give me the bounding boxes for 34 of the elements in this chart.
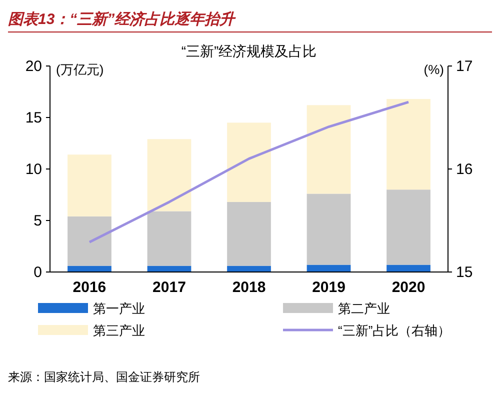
- x-tick-label: 2020: [392, 279, 426, 296]
- x-tick-label: 2017: [152, 279, 186, 296]
- y2-tick-label: 17: [456, 58, 473, 75]
- bar: [306, 194, 351, 265]
- y-axis-title: (万亿元): [56, 62, 104, 77]
- y-tick-label: 10: [25, 161, 42, 178]
- bar: [147, 211, 192, 266]
- y-tick-label: 5: [34, 212, 42, 230]
- x-tick-label: 2019: [312, 279, 346, 296]
- x-tick-label: 2016: [72, 279, 106, 296]
- line-series: [88, 100, 410, 244]
- bar: [68, 154, 112, 216]
- source-note: 来源：国家统计局、国金证券研究所: [8, 370, 200, 384]
- chart-title: 图表13：“三新”经济占比逐年抬升: [8, 10, 237, 28]
- legend-label: 第一产业: [93, 301, 145, 316]
- legend-label: 第三产业: [93, 323, 145, 338]
- chart-subtitle: “三新”经济规模及占比: [181, 43, 317, 59]
- bar: [386, 264, 430, 272]
- legend-label: “三新”占比（右轴）: [338, 323, 451, 338]
- legend-label: 第二产业: [338, 301, 390, 316]
- bar: [386, 98, 430, 190]
- x-tick-label: 2018: [232, 279, 266, 296]
- y-tick-label: 20: [25, 58, 42, 75]
- y2-tick-label: 16: [456, 161, 473, 178]
- bar: [147, 139, 192, 212]
- y2-tick-label: 15: [456, 264, 473, 281]
- bar: [227, 202, 271, 266]
- y-tick-label: 0: [34, 264, 42, 281]
- bar: [386, 190, 430, 265]
- bar: [68, 216, 112, 266]
- y-tick-label: 15: [25, 110, 42, 126]
- y2-axis-title: (%): [424, 62, 444, 77]
- bar: [306, 105, 351, 194]
- bar: [227, 122, 271, 202]
